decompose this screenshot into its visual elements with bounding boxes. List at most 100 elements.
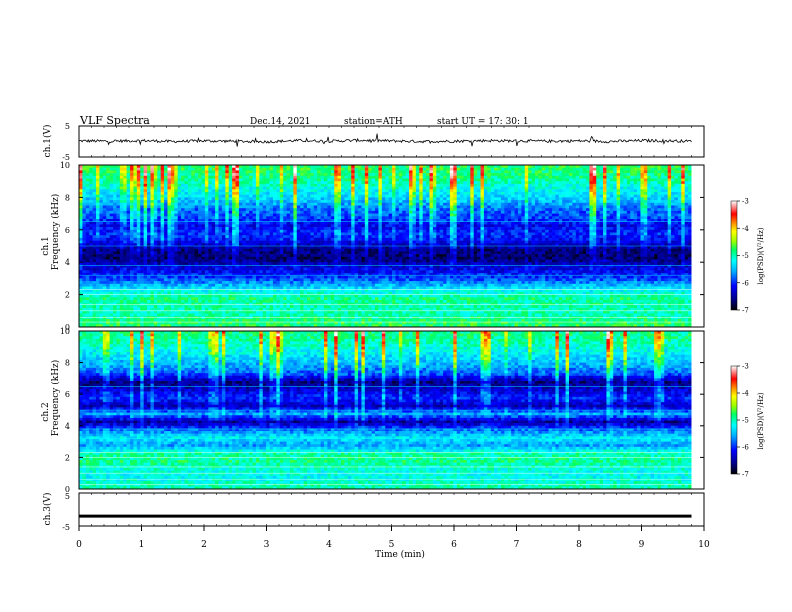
spectrogram-cell bbox=[688, 192, 692, 195]
spectrogram-cell bbox=[276, 219, 281, 222]
spectrogram-cell bbox=[119, 181, 124, 185]
spectrogram-cell bbox=[616, 189, 621, 193]
spectrogram-cell bbox=[198, 170, 202, 174]
spectrogram-cell bbox=[204, 208, 209, 212]
spectrogram-cell bbox=[211, 216, 216, 220]
spectrogram-cell bbox=[296, 210, 301, 214]
spectrogram-cell bbox=[153, 175, 158, 179]
spectrogram-cell bbox=[198, 181, 202, 185]
spectrogram-cell bbox=[494, 235, 498, 239]
spectrogram-cell bbox=[300, 167, 304, 171]
spectrogram-cell bbox=[633, 186, 638, 190]
spectrogram-cell bbox=[368, 186, 372, 190]
spectrogram-cell bbox=[96, 202, 100, 206]
spectrogram-cell bbox=[211, 227, 216, 231]
spectrogram-cell bbox=[300, 173, 304, 177]
spectrogram-cell bbox=[96, 186, 100, 190]
spectrogram-cell bbox=[500, 213, 505, 217]
spectrogram-cell bbox=[412, 224, 417, 228]
spectrogram-cell bbox=[262, 175, 267, 179]
spectrogram-cell bbox=[320, 170, 325, 174]
spectrogram-cell bbox=[494, 237, 498, 241]
spectrogram-cell bbox=[381, 224, 386, 228]
spectrogram-cell bbox=[272, 200, 277, 204]
spectrogram-cell bbox=[422, 227, 427, 231]
spectrogram-cell bbox=[470, 235, 475, 239]
spectrogram-cell bbox=[528, 175, 532, 179]
spectrogram-cell bbox=[170, 213, 175, 217]
spectrogram-cell bbox=[599, 216, 604, 220]
spectrogram-cell bbox=[531, 202, 536, 206]
spectrogram-cell bbox=[79, 186, 83, 190]
spectrogram-cell bbox=[262, 210, 267, 214]
spectrogram-cell bbox=[194, 224, 199, 228]
spectrogram-cell bbox=[477, 205, 481, 209]
spectrogram-cell bbox=[599, 235, 604, 239]
spectrogram-cell bbox=[558, 200, 563, 204]
spectrogram-cell bbox=[480, 183, 485, 187]
spectrogram-cell bbox=[609, 186, 614, 190]
spectrogram-cell bbox=[79, 229, 83, 233]
spectrogram-cell bbox=[551, 224, 556, 228]
spectrogram-cell bbox=[330, 237, 335, 241]
spectrogram-cell bbox=[337, 183, 342, 187]
spectrogram-cell bbox=[194, 194, 199, 198]
spectrogram-cell bbox=[575, 229, 580, 233]
spectrogram-cell bbox=[432, 183, 437, 187]
spectrogram-cell bbox=[218, 178, 223, 182]
spectrogram-cell bbox=[592, 202, 597, 206]
spectrogram-cell bbox=[562, 192, 566, 195]
spectrogram-cell bbox=[102, 197, 107, 201]
spectrogram-cell bbox=[266, 235, 270, 239]
spectrogram-cell bbox=[504, 205, 509, 209]
spectrogram-cell bbox=[654, 202, 658, 206]
spectrogram-cell bbox=[119, 219, 124, 222]
spectrogram-cell bbox=[126, 170, 131, 174]
spectrogram-cell bbox=[429, 205, 434, 209]
spectrogram-cell bbox=[89, 189, 93, 193]
spectrogram-cell bbox=[654, 227, 658, 231]
spectrogram-cell bbox=[130, 235, 134, 239]
spectrogram-cell bbox=[232, 202, 236, 206]
spectrogram-cell bbox=[640, 232, 645, 236]
spectrogram-cell bbox=[453, 216, 458, 220]
spectrogram-cell bbox=[443, 221, 447, 225]
spectrogram-cell bbox=[392, 208, 396, 212]
spectrogram-cell bbox=[412, 178, 417, 182]
spectrogram-cell bbox=[412, 227, 417, 231]
spectrogram-cell bbox=[586, 229, 590, 233]
spectrogram-cell bbox=[109, 202, 114, 206]
spectrogram-cell bbox=[541, 197, 546, 201]
spectrogram-cell bbox=[242, 183, 247, 187]
spectrogram-cell bbox=[517, 219, 522, 222]
spectrogram-cell bbox=[385, 197, 389, 201]
spectrogram-cell bbox=[592, 170, 597, 174]
spectrogram-cell bbox=[242, 189, 247, 193]
spectrogram-cell bbox=[633, 235, 638, 239]
spectrogram-cell bbox=[429, 197, 434, 201]
spectrogram-cell bbox=[242, 192, 247, 195]
spectrogram-cell bbox=[133, 175, 138, 179]
spectrogram-cell bbox=[412, 205, 417, 209]
spectrogram-cell bbox=[647, 173, 651, 177]
spectrogram-cell bbox=[589, 178, 594, 182]
spectrogram-cell bbox=[402, 221, 406, 225]
spectrogram-cell bbox=[160, 202, 165, 206]
spectrogram-cell bbox=[85, 221, 90, 225]
spectrogram-cell bbox=[664, 219, 668, 222]
spectrogram-cell bbox=[255, 194, 260, 198]
spectrogram-cell bbox=[364, 210, 369, 214]
spectrogram-cell bbox=[623, 170, 628, 174]
spectrogram-cell bbox=[177, 183, 182, 187]
spectrogram-cell bbox=[330, 178, 335, 182]
spectrogram-cell bbox=[660, 227, 665, 231]
spectrogram-cell bbox=[599, 208, 604, 212]
spectrogram-cell bbox=[330, 224, 335, 228]
spectrogram-cell bbox=[310, 235, 315, 239]
spectrogram-cell bbox=[79, 178, 83, 182]
spectrogram-cell bbox=[337, 170, 342, 174]
spectrogram-cell bbox=[432, 197, 437, 201]
spectrogram-cell bbox=[170, 178, 175, 182]
spectrogram-cell bbox=[579, 189, 583, 193]
spectrogram-cell bbox=[667, 232, 672, 236]
